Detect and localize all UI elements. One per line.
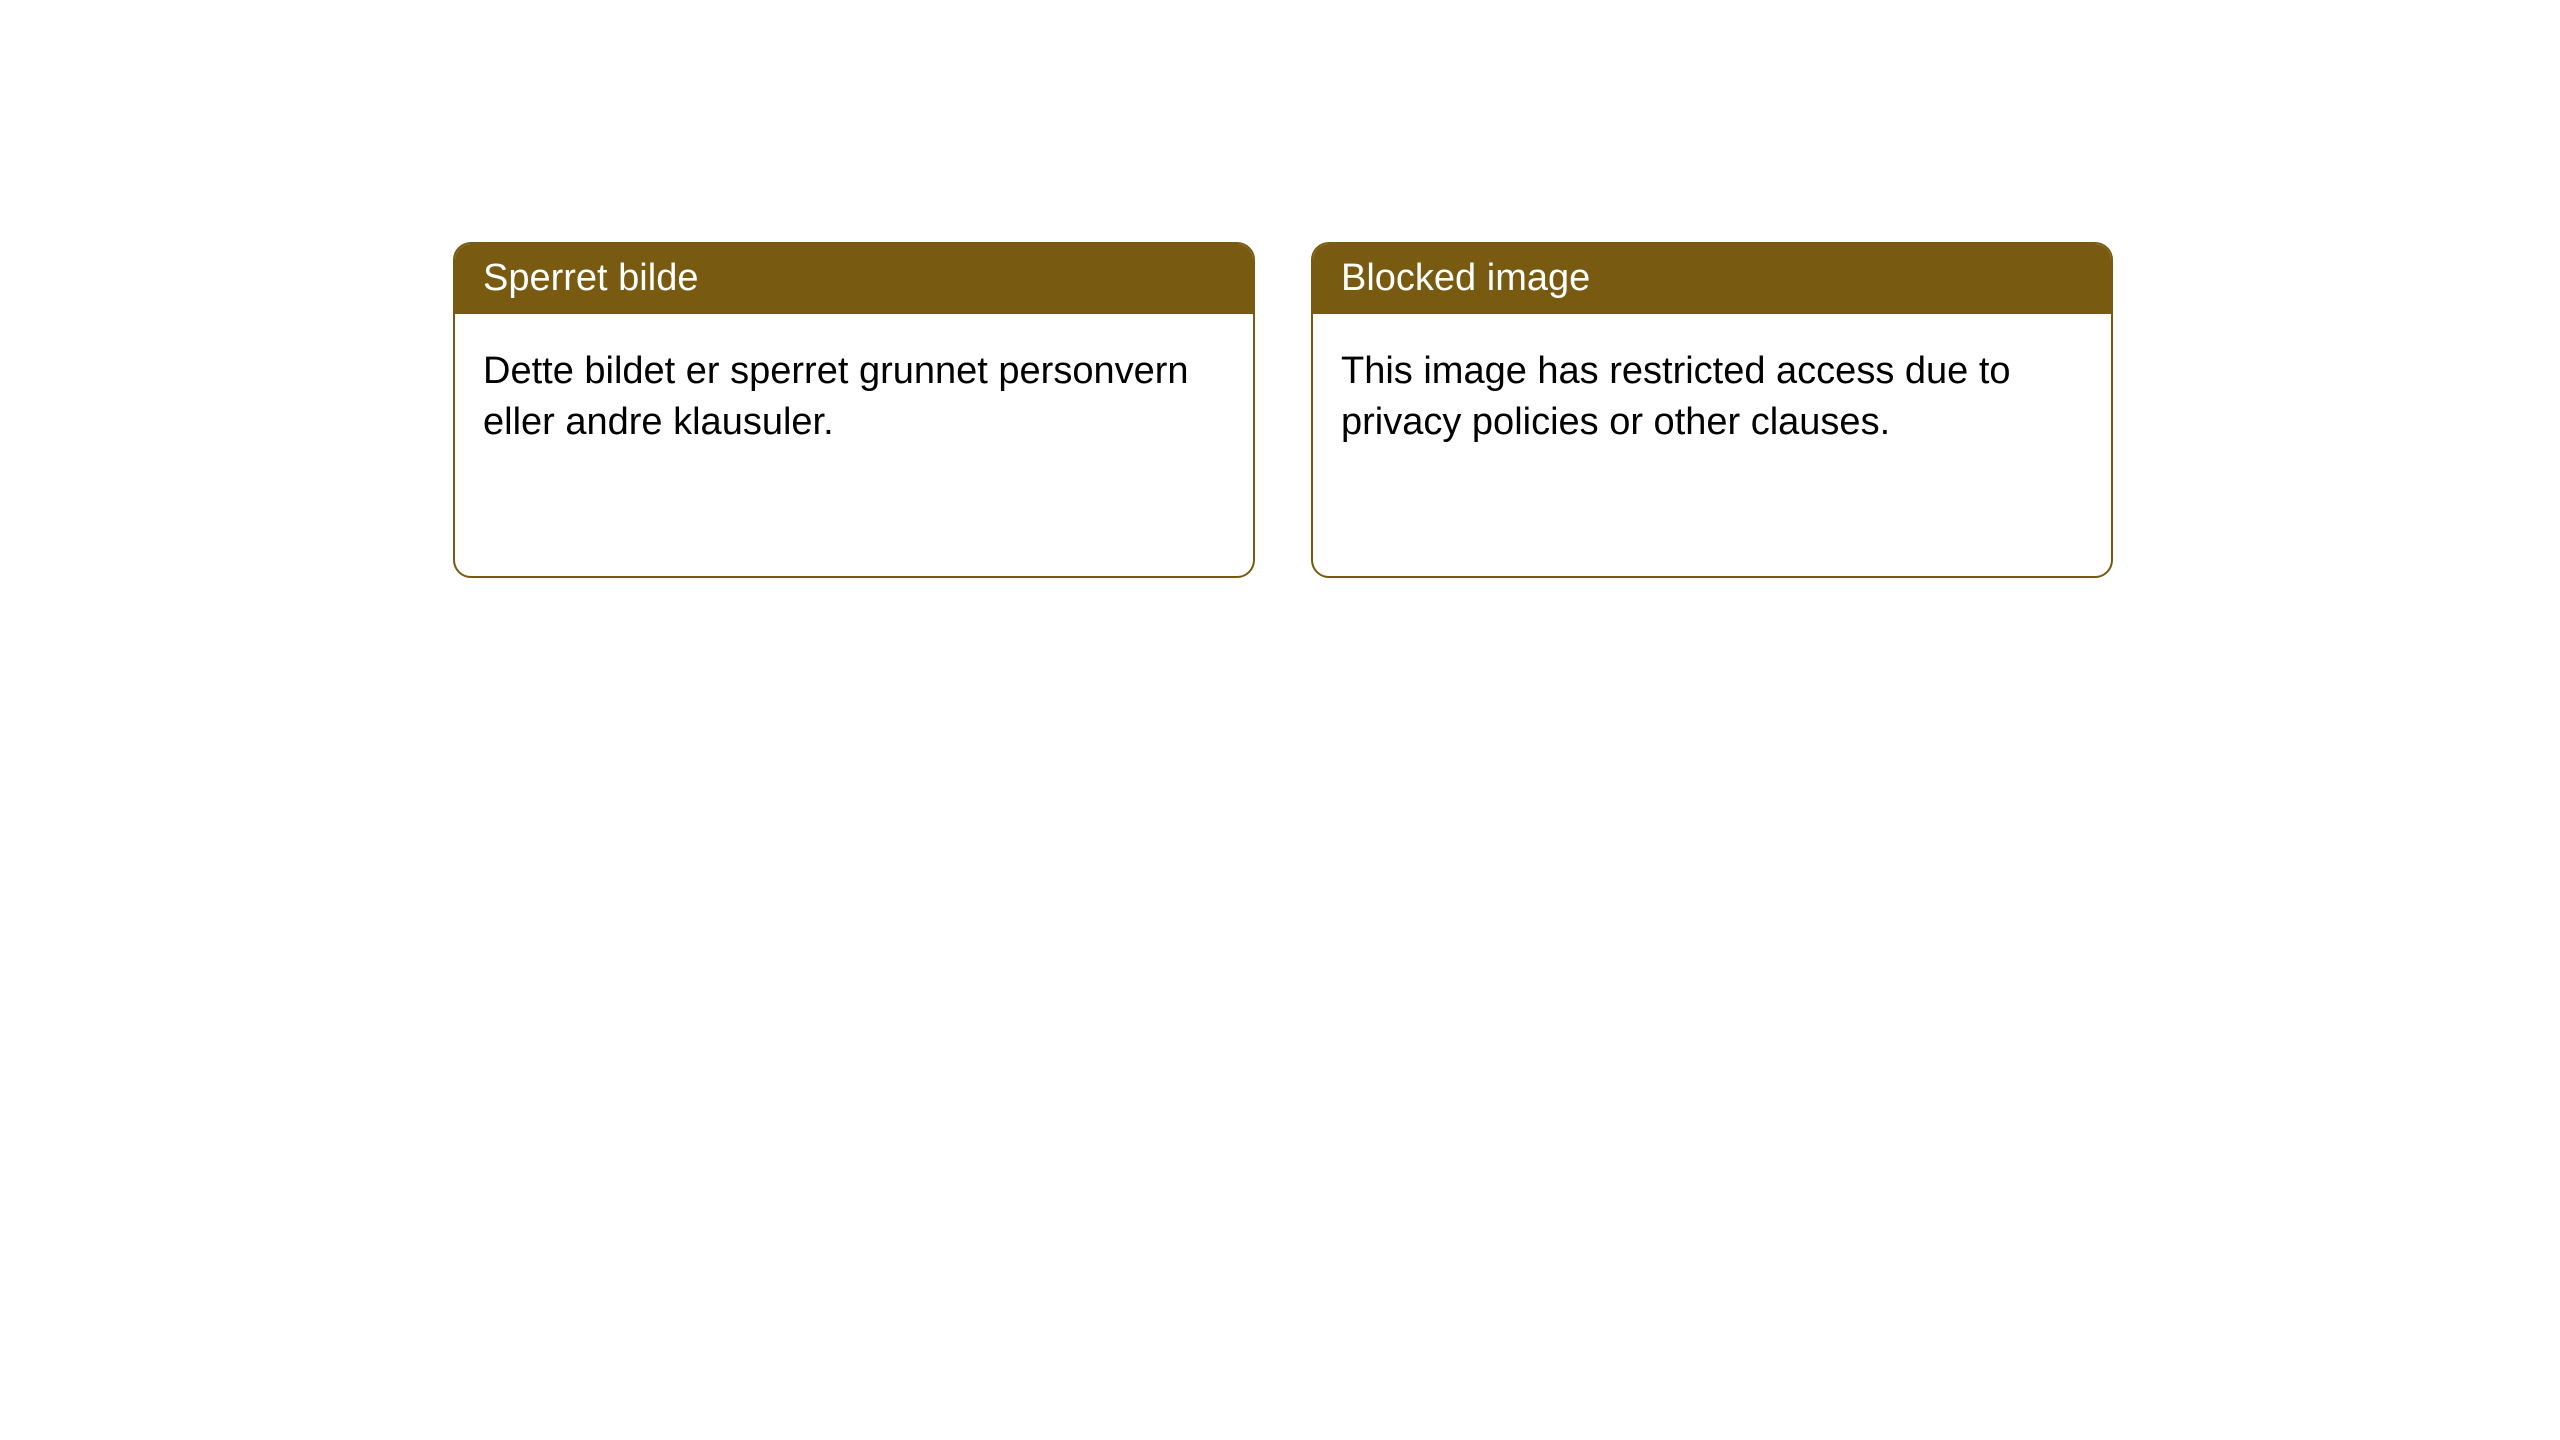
card-header: Blocked image [1313, 244, 2111, 314]
card-body: Dette bildet er sperret grunnet personve… [455, 314, 1253, 481]
notice-card-norwegian: Sperret bilde Dette bildet er sperret gr… [453, 242, 1255, 578]
notice-container: Sperret bilde Dette bildet er sperret gr… [0, 0, 2560, 578]
notice-card-english: Blocked image This image has restricted … [1311, 242, 2113, 578]
card-title: Blocked image [1341, 257, 1590, 299]
card-body-text: Dette bildet er sperret grunnet personve… [483, 350, 1189, 443]
card-body-text: This image has restricted access due to … [1341, 350, 2011, 443]
card-title: Sperret bilde [483, 257, 698, 299]
card-header: Sperret bilde [455, 244, 1253, 314]
card-body: This image has restricted access due to … [1313, 314, 2111, 481]
